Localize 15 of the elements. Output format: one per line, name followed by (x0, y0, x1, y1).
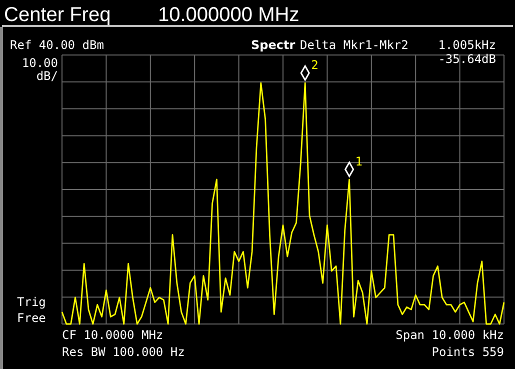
chart-subtitle: 10.000000 MHz (158, 4, 300, 26)
text: CF 10.0000 MHz (62, 328, 164, 342)
text: Spectr (251, 38, 296, 52)
text: Span 10.000 kHz (396, 328, 504, 342)
text: Trig Free (17, 295, 46, 325)
text: 2 (311, 58, 318, 72)
chart-title: Center Freq (4, 4, 111, 26)
text: Res BW 100.000 Hz (62, 345, 185, 359)
annotation: 1 (355, 154, 363, 168)
text: -35.64dB (438, 52, 496, 66)
text: Delta Mkr1-Mkr2 (300, 38, 408, 52)
text: 1.005kHz (438, 38, 496, 52)
text: Points 559 (432, 345, 504, 359)
text: 10.00 dB/ (22, 56, 58, 83)
text: Ref 40.00 dBm (10, 38, 104, 52)
